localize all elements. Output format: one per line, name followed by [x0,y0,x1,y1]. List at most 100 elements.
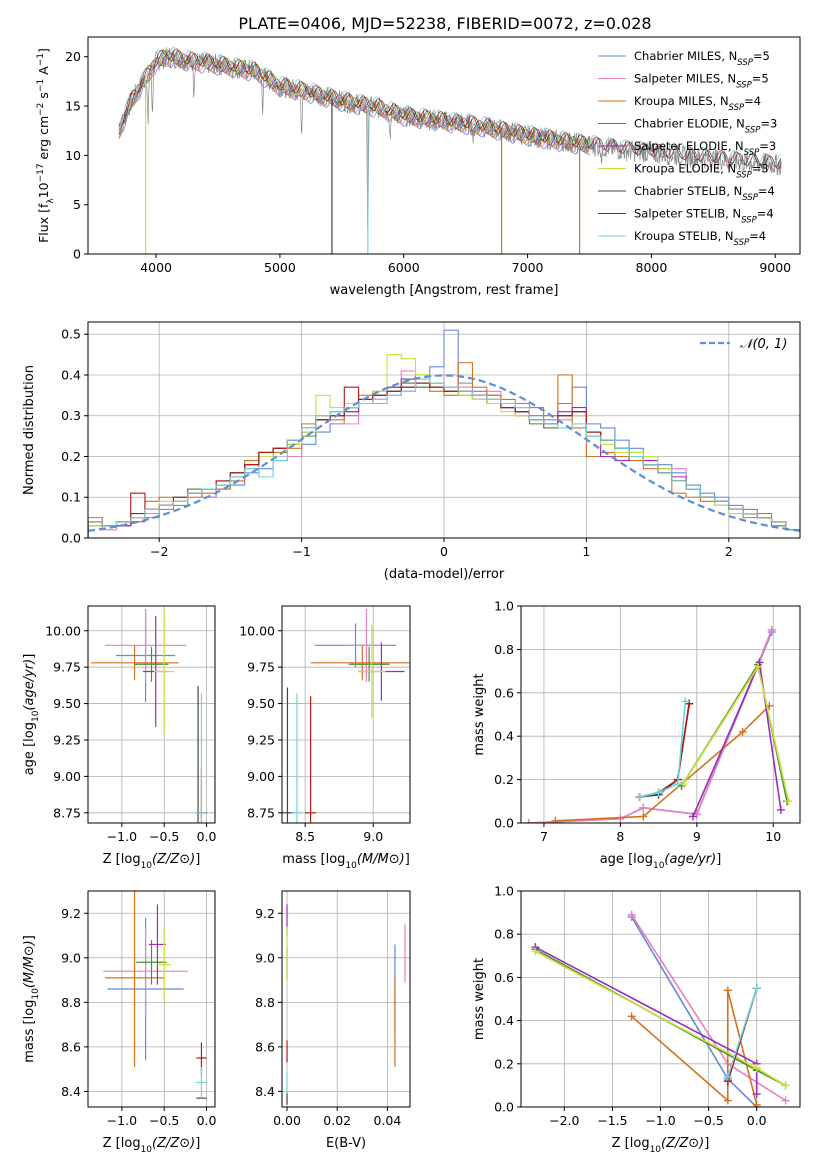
bracket: ] [195,1136,200,1151]
x-tick-label: −0.5 [693,1113,723,1128]
x-tick-label: −0.5 [149,1113,179,1128]
axes-frame [520,605,801,824]
plot-area [282,608,410,823]
x-tick-label: −1.5 [597,1113,627,1128]
errorbar-point [104,608,187,682]
chart-residuals: 𝒩(0, 1) −2 −1 0 1 2 0.0 0.1 0.2 0.3 0.4 0.5 (data-mo… [22,321,801,582]
chart-weight_vs_Z: −2.0 −1.5 −1.0 −0.5 0.0 0.0 0.2 0.4 0.6 0.8 1.0 Z [… [472,884,801,1155]
y-tick-label: 8.75 [53,805,81,820]
unit: erg cm [36,116,51,164]
errorbar-point [104,891,165,1067]
weight-series [727,987,758,1078]
weight-marker [755,658,764,667]
chart-age_vs_mass: 8.5 9.0 8.75 9.00 9.25 9.50 9.75 10.00 mass [log… [239,605,411,871]
y-axis-label: mass weight [472,958,487,1040]
unit: A [36,66,51,79]
weight-marker [723,986,732,995]
subscript: 10 [653,861,665,871]
log-argument: (M/M⊙) [22,940,37,988]
weight-marker [681,697,690,706]
unit: 10 [36,182,51,198]
x-tick-label: −0.5 [149,829,179,844]
weight-marker [531,947,540,956]
y-axis-label: age [log10(age/yr)] [22,654,41,776]
y-tick-label: 1.0 [494,884,514,899]
weight-marker [673,779,682,788]
y-tick-label: 0.0 [494,1100,514,1115]
weight-series [631,990,758,1105]
y-axis-label: Flux [fλ10−17 erg cm−2 s−1 A−1] [36,48,56,243]
weight-series [682,664,790,802]
chart-age_vs_Z: −1.0 −0.5 0.0 8.75 9.00 9.25 9.50 9.75 10.00 Z [l… [22,605,217,871]
y-tick-label: 0.4 [494,1013,514,1028]
y-tick-label: 0.2 [494,1056,514,1071]
axes-frame [87,605,216,824]
plot-area [118,46,782,254]
x-tick-label: 9000 [759,260,791,275]
x-tick-label: 8 [616,829,624,844]
errorbar-point [134,646,169,682]
x-tick-label: 7000 [512,260,544,275]
subscript: λ [46,198,56,204]
y-tick-label: 0.5 [61,327,81,342]
y-tick-label: 9.00 [247,769,275,784]
weight-marker [776,805,785,814]
legend-count: =5 [753,49,770,63]
y-tick-label: 8.8 [61,995,81,1010]
legend-subscript: SSP [745,126,761,136]
weight-marker [627,1012,636,1021]
superscript: −17 [36,163,46,182]
y-tick-label: 0.4 [494,729,514,744]
weight-marker [635,792,644,801]
model-spectrum [118,53,590,154]
weight-marker [752,1090,761,1099]
bracket: ] [22,654,37,659]
legend-subscript: SSP [736,171,752,181]
x-tick-label: 9 [693,829,701,844]
x-tick-label: −2 [150,544,168,559]
legend-label: Salpeter STELIB, NSSP=4 [634,207,774,226]
legend-subscript: SSP [742,193,758,203]
y-tick-label: 0.0 [494,816,514,831]
weight-marker [781,1081,790,1090]
subscript: 10 [31,988,41,1000]
errorbar-point [305,696,317,823]
weight-marker [753,662,762,671]
errorbar-point [154,610,175,733]
y-tick-label: 0.2 [61,449,81,464]
y-tick-label: 9.50 [53,696,81,711]
x-tick-label: −2.0 [549,1113,579,1128]
legend-subscript: SSP [744,148,760,158]
y-tick-label: 0 [73,247,81,262]
legend-count: =3 [759,139,776,153]
x-tick-label: 0.0 [197,1113,217,1128]
weight-marker [767,625,776,634]
y-tick-label: 9.0 [255,950,275,965]
legend-subscript: SSP [737,58,753,68]
y-tick-label: 9.25 [247,732,275,747]
bracket: ] [22,935,37,940]
errorbar-point [291,693,303,823]
weight-marker [784,797,793,806]
axes-frame [281,605,411,824]
legend-count: =4 [758,184,775,198]
legend-count: =5 [752,72,769,86]
x-tick-label: 7 [540,829,548,844]
bracket: ] [405,852,410,867]
x-tick-label: 8.5 [295,829,315,844]
unit: s [36,92,51,103]
weight-marker [639,812,648,821]
weight-marker [752,1100,761,1107]
subscript: 10 [31,710,41,722]
log-argument: (Z/Z⊙) [152,852,195,867]
x-tick-label: 6000 [388,260,420,275]
weight-series [555,705,770,822]
errorbar-point [348,646,390,682]
legend-label: Salpeter MILES, NSSP=5 [634,72,769,91]
y-tick-label: 9.2 [61,906,81,921]
model-spectrum [118,49,782,169]
errorbar-point [358,624,386,719]
y-tick-label: 9.25 [53,732,81,747]
x-tick-label: 10 [765,829,781,844]
y-tick-label: 8.4 [61,1084,81,1099]
